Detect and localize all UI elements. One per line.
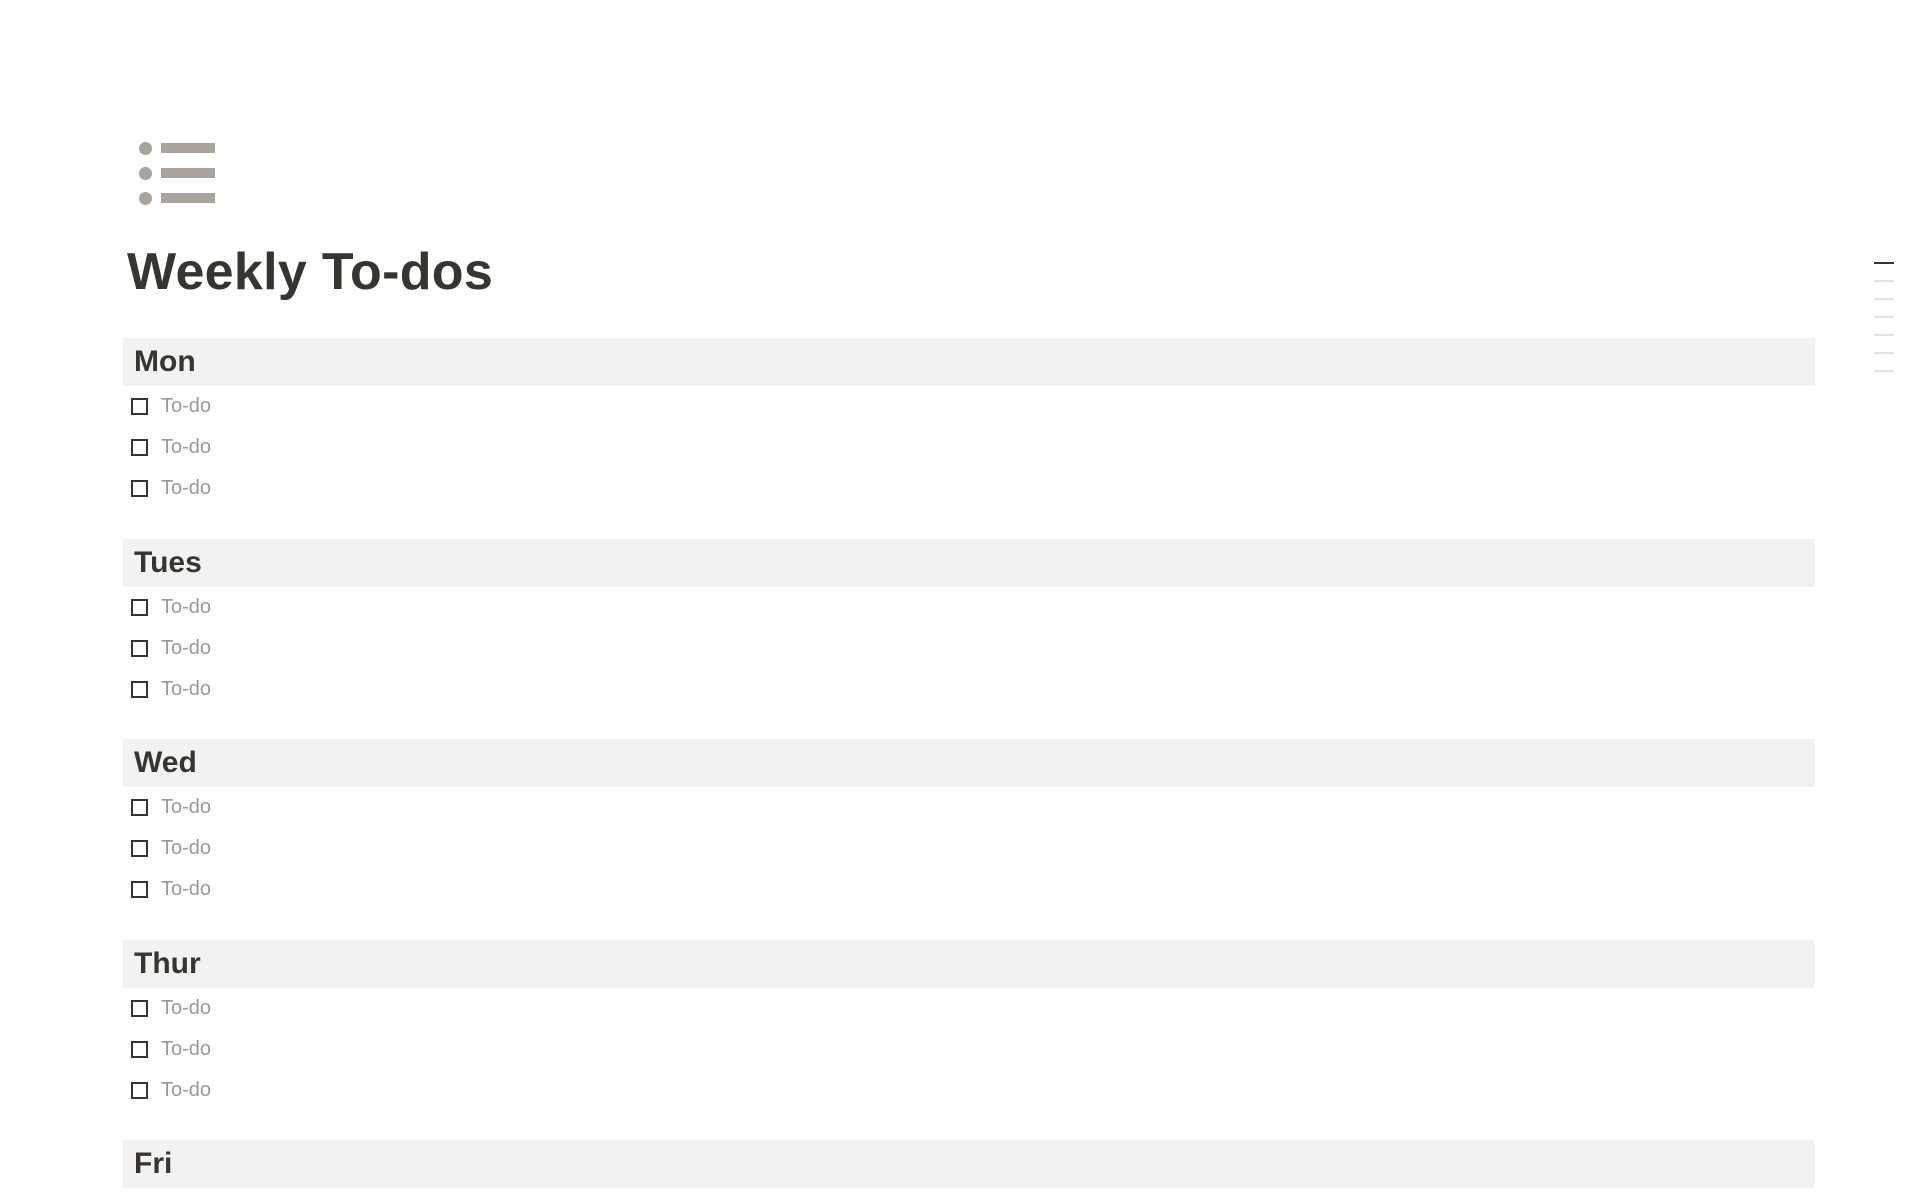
day-section: Tues To-do To-do To-do [123,538,1815,710]
todo-item[interactable]: To-do [131,988,1815,1029]
todo-placeholder[interactable]: To-do [161,636,212,659]
day-section: Wed To-do To-do To-do [123,739,1815,910]
checkbox[interactable] [131,680,148,698]
todo-item[interactable]: To-do [131,669,1815,710]
day-heading[interactable]: Tues [134,545,202,579]
outline-entry[interactable] [1874,352,1894,354]
bullet-line [161,168,215,178]
day-section: Thur To-do To-do To-do [123,939,1815,1111]
todo-placeholder[interactable]: To-do [161,395,212,417]
day-heading-block[interactable]: Mon [123,338,1815,386]
checkbox[interactable] [131,598,148,616]
checkbox[interactable] [131,480,148,497]
page-title[interactable]: Weekly To-dos [127,243,494,301]
todo-placeholder[interactable]: To-do [161,477,212,499]
todo-placeholder[interactable]: To-do [161,436,212,458]
bullet-dot [139,142,152,155]
outline-entry[interactable] [1874,298,1894,300]
todo-placeholder[interactable]: To-do [161,1078,212,1101]
bullet-dot [139,167,152,180]
day-heading-block[interactable]: Tues [123,538,1815,587]
checkbox[interactable] [131,881,148,898]
todo-item[interactable]: To-do [131,427,1815,468]
todo-placeholder[interactable]: To-do [161,837,212,859]
todo-item[interactable]: To-do [131,628,1815,669]
todo-placeholder[interactable]: To-do [161,677,212,700]
checkbox[interactable] [131,398,148,415]
outline-entry[interactable] [1874,262,1894,264]
todo-item[interactable]: To-do [131,587,1815,628]
todo-item[interactable]: To-do [131,828,1815,869]
outline-entry[interactable] [1874,370,1894,372]
day-heading[interactable]: Fri [134,1147,173,1180]
day-heading[interactable]: Mon [134,345,196,378]
todo-placeholder[interactable]: To-do [161,878,212,900]
checkbox[interactable] [131,639,148,657]
checkbox[interactable] [131,439,148,456]
day-heading-block[interactable]: Fri [123,1140,1815,1188]
bullet-line [161,143,215,153]
day-section: Mon To-do To-do To-do [123,338,1815,509]
day-heading-block[interactable]: Wed [123,739,1815,787]
todo-placeholder[interactable]: To-do [161,996,212,1019]
checkbox[interactable] [131,999,148,1017]
todo-placeholder[interactable]: To-do [161,595,212,618]
todo-item[interactable]: To-do [131,1070,1815,1111]
day-heading-block[interactable]: Thur [123,939,1815,988]
day-section: Fri [123,1140,1815,1188]
todo-placeholder[interactable]: To-do [161,1037,212,1060]
todo-item[interactable]: To-do [131,1029,1815,1070]
checkbox[interactable] [131,1081,148,1099]
todo-item[interactable]: To-do [131,386,1815,427]
bullet-dot [139,192,152,205]
todo-placeholder[interactable]: To-do [161,796,212,818]
bulleted-list-icon[interactable] [139,140,219,208]
checkbox[interactable] [131,799,148,816]
table-of-contents-outline[interactable] [1874,262,1894,388]
day-heading[interactable]: Wed [134,746,197,779]
checkbox[interactable] [131,1040,148,1058]
todo-item[interactable]: To-do [131,468,1815,509]
outline-entry[interactable] [1874,280,1894,282]
todo-item[interactable]: To-do [131,869,1815,910]
outline-entry[interactable] [1874,334,1894,336]
checkbox[interactable] [131,840,148,857]
todo-item[interactable]: To-do [131,787,1815,828]
day-heading[interactable]: Thur [134,946,201,980]
bullet-line [161,193,215,203]
outline-entry[interactable] [1874,316,1894,318]
